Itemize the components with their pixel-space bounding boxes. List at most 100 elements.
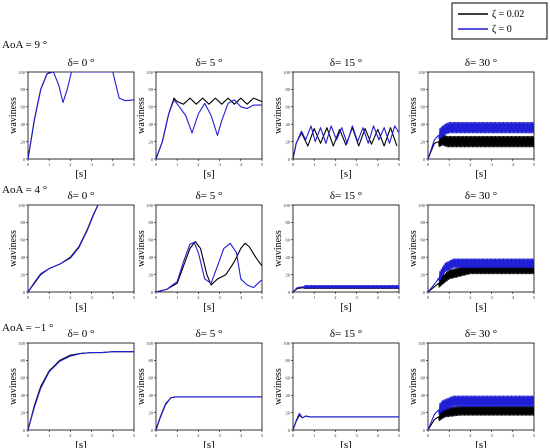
- y-tick-label: 40: [149, 255, 154, 260]
- y-tick-label: 100: [146, 70, 154, 75]
- x-tick-label: 1: [176, 162, 178, 167]
- y-tick-label: 40: [21, 122, 26, 127]
- y-tick-label: 20: [421, 272, 426, 277]
- series-line-zeta-0: [28, 205, 99, 292]
- chart-panel: δ= 30 ° 0 20 40 60 80 100 0 1 2 3 4 5 [s] waviness: [408, 190, 536, 313]
- y-tick-label: 80: [421, 220, 426, 225]
- y-axis-label: waviness: [136, 368, 147, 405]
- x-tick-label: 0: [427, 433, 430, 438]
- x-tick-label: 2: [334, 433, 336, 438]
- plot-frame: [292, 71, 400, 160]
- x-tick-label: 3: [490, 162, 493, 167]
- y-tick-label: 40: [149, 393, 154, 398]
- x-axis-label: [s]: [203, 168, 215, 180]
- y-tick-label: 0: [23, 290, 26, 295]
- x-tick-label: 5: [533, 433, 536, 438]
- series-line-zeta-0: [28, 72, 134, 159]
- plot-frame: [427, 342, 535, 431]
- y-tick-label: 100: [283, 203, 291, 208]
- y-tick-label: 80: [149, 358, 154, 363]
- y-axis-label: waviness: [136, 97, 147, 134]
- x-tick-label: 3: [355, 295, 358, 300]
- panel-title: δ= 30 °: [465, 57, 497, 69]
- x-tick-label: 4: [512, 295, 515, 300]
- x-tick-label: 3: [90, 433, 93, 438]
- x-axis-label: [s]: [203, 301, 215, 313]
- x-tick-label: 4: [112, 295, 115, 300]
- y-tick-label: 60: [149, 376, 154, 381]
- x-tick-label: 1: [48, 162, 50, 167]
- plot-frame: [27, 204, 135, 293]
- x-tick-label: 2: [469, 162, 471, 167]
- x-tick-label: 5: [398, 295, 401, 300]
- series-line-zeta-002: [428, 134, 534, 159]
- y-tick-label: 0: [423, 428, 426, 433]
- x-tick-label: 4: [112, 162, 115, 167]
- x-tick-label: 4: [377, 162, 380, 167]
- legend-label-1: ζ = 0: [492, 24, 512, 35]
- plot-frame: [155, 342, 263, 431]
- y-axis-label: waviness: [136, 230, 147, 267]
- x-tick-label: 4: [240, 295, 243, 300]
- chart-panel: δ= 15 ° 0 20 40 60 80 100 0 1 2 3 4 5 [s] waviness: [273, 190, 401, 313]
- x-tick-label: 2: [197, 295, 199, 300]
- series-line-zeta-0: [293, 125, 399, 159]
- x-tick-label: 2: [469, 433, 471, 438]
- x-tick-label: 2: [197, 162, 199, 167]
- y-tick-label: 20: [286, 139, 291, 144]
- y-axis-label: waviness: [273, 368, 284, 405]
- x-tick-label: 2: [197, 433, 199, 438]
- y-tick-label: 40: [421, 122, 426, 127]
- y-tick-label: 20: [149, 139, 154, 144]
- y-tick-label: 100: [418, 341, 426, 346]
- row-label-aoa-9: AoA = 9 °: [2, 39, 47, 51]
- y-tick-label: 80: [286, 220, 291, 225]
- y-tick-label: 80: [286, 358, 291, 363]
- y-axis-label: waviness: [273, 230, 284, 267]
- x-tick-label: 1: [448, 162, 450, 167]
- y-tick-label: 60: [21, 376, 26, 381]
- y-tick-label: 100: [418, 70, 426, 75]
- x-tick-label: 0: [27, 162, 30, 167]
- x-tick-label: 2: [334, 162, 336, 167]
- x-tick-label: 3: [90, 162, 93, 167]
- x-tick-label: 1: [448, 433, 450, 438]
- y-tick-label: 20: [149, 272, 154, 277]
- x-tick-label: 5: [533, 162, 536, 167]
- y-tick-label: 20: [21, 410, 26, 415]
- y-tick-label: 100: [18, 203, 26, 208]
- y-tick-label: 0: [23, 157, 26, 162]
- x-tick-label: 1: [48, 433, 50, 438]
- y-tick-label: 100: [18, 341, 26, 346]
- panel-title: δ= 5 °: [196, 57, 223, 69]
- panel-title: δ= 0 °: [68, 328, 95, 340]
- chart-panel: δ= 5 ° 0 20 40 60 80 100 0 1 2 3 4 5 [s] waviness: [136, 328, 264, 448]
- x-axis-label: [s]: [340, 168, 352, 180]
- x-tick-label: 0: [292, 295, 295, 300]
- x-tick-label: 3: [218, 433, 221, 438]
- y-tick-label: 60: [21, 238, 26, 243]
- series-line-zeta-002: [428, 405, 534, 430]
- x-tick-label: 4: [512, 433, 515, 438]
- chart-panel: δ= 30 ° 0 20 40 60 80 100 0 1 2 3 4 5 [s] waviness: [408, 328, 536, 448]
- y-tick-label: 20: [21, 139, 26, 144]
- x-tick-label: 3: [218, 295, 221, 300]
- x-tick-label: 5: [398, 162, 401, 167]
- y-tick-label: 40: [286, 393, 291, 398]
- chart-panel: δ= 5 ° 0 20 40 60 80 100 0 1 2 3 4 5 [s] waviness: [136, 190, 264, 313]
- series-line-zeta-0: [28, 351, 134, 430]
- x-tick-label: 0: [427, 162, 430, 167]
- y-tick-label: 20: [149, 410, 154, 415]
- x-tick-label: 2: [69, 162, 71, 167]
- y-tick-label: 60: [149, 238, 154, 243]
- y-tick-label: 60: [286, 105, 291, 110]
- plot-frame: [155, 71, 263, 160]
- y-tick-label: 0: [288, 290, 291, 295]
- x-tick-label: 4: [112, 433, 115, 438]
- y-tick-label: 60: [421, 105, 426, 110]
- x-tick-label: 0: [27, 295, 30, 300]
- x-axis-label: [s]: [475, 168, 487, 180]
- y-tick-label: 0: [151, 428, 154, 433]
- y-tick-label: 40: [286, 255, 291, 260]
